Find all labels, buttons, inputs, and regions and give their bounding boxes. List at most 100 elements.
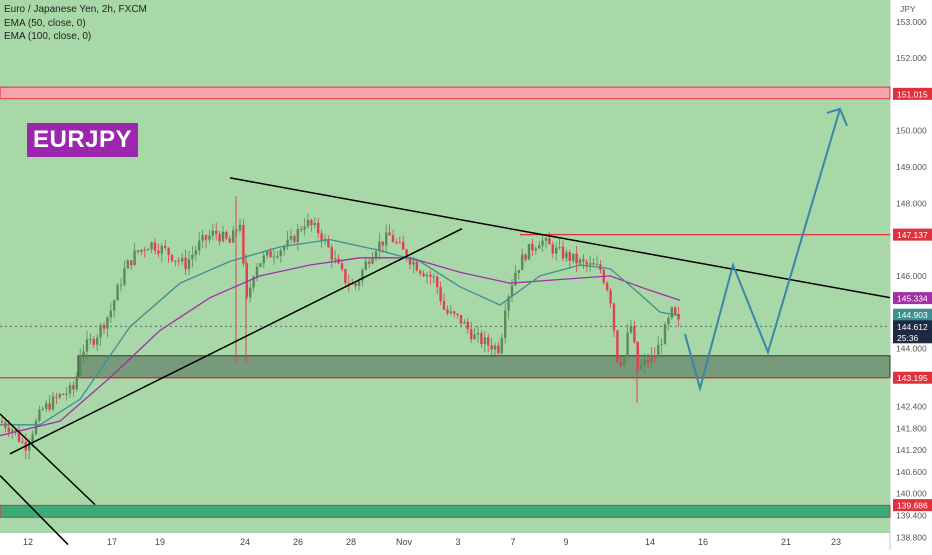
candle-body <box>225 231 228 239</box>
candle-body <box>483 337 486 345</box>
candle-body <box>663 324 667 345</box>
candle-body <box>548 238 551 245</box>
candle-body <box>572 253 575 261</box>
candle-body <box>507 296 510 311</box>
descending-trendline <box>229 177 891 299</box>
candle-body <box>442 300 446 310</box>
candle-body <box>41 408 44 410</box>
candle-body <box>347 283 350 285</box>
ascending-trendline <box>9 228 463 455</box>
candle-body <box>313 222 316 226</box>
candle-body <box>140 249 143 253</box>
candle-body <box>75 376 78 390</box>
candle-body <box>640 365 643 370</box>
y-tick-label: 144.000 <box>896 344 927 354</box>
candle-body <box>612 303 616 331</box>
candle-body <box>626 332 629 357</box>
candle-body <box>378 241 381 252</box>
x-tick-label: 7 <box>510 537 515 547</box>
candle-body <box>68 385 72 394</box>
candle-body <box>184 257 187 269</box>
candle-body <box>317 222 320 234</box>
price-label: 144.903 <box>897 310 928 320</box>
candle-body <box>497 345 500 354</box>
candle-body <box>476 333 480 335</box>
candle-body <box>289 236 293 240</box>
candle-body <box>266 251 269 256</box>
candle-body <box>412 261 415 265</box>
y-tick-label: 140.600 <box>896 467 927 477</box>
candle-body <box>466 321 469 329</box>
price-label-box <box>893 320 932 333</box>
candle-body <box>89 338 92 340</box>
candle-body <box>208 235 211 240</box>
x-tick-label: 28 <box>346 537 356 547</box>
x-tick-label: 9 <box>563 537 568 547</box>
candle-body <box>310 219 313 226</box>
candle-body <box>17 431 21 442</box>
candle-body <box>11 429 14 432</box>
ema100-legend: EMA (100, close, 0) <box>4 31 92 42</box>
candle-body <box>286 239 289 247</box>
candle-body <box>402 242 405 250</box>
ema50-line <box>0 238 681 426</box>
candle-body <box>436 276 439 288</box>
price-label: 144.612 <box>897 322 928 332</box>
candle-body <box>619 361 622 366</box>
candle-body <box>636 342 639 370</box>
y-tick-label: 141.800 <box>896 423 927 433</box>
candle-body <box>109 310 112 318</box>
candle-body <box>504 310 507 339</box>
projection-path <box>684 108 841 393</box>
candle-body <box>28 442 31 451</box>
candle-body <box>354 283 357 286</box>
candle-body <box>381 241 384 246</box>
candle-body <box>7 427 10 432</box>
candle-body <box>357 280 361 286</box>
x-tick-label: 24 <box>240 537 250 547</box>
candle-body <box>293 236 296 243</box>
candle-body <box>541 240 544 246</box>
candle-body <box>327 238 330 248</box>
price-label-box <box>893 371 932 384</box>
candle-body <box>558 246 561 248</box>
time-axis-background <box>0 533 890 550</box>
y-tick-label: 153.000 <box>896 17 927 27</box>
candle-body <box>45 403 48 409</box>
candle-body <box>408 258 412 265</box>
candle-body <box>531 243 534 251</box>
candle-body <box>371 257 374 264</box>
candle-body <box>235 230 238 232</box>
candle-body <box>565 252 568 259</box>
candle-body <box>167 247 170 255</box>
candle-body <box>480 333 483 345</box>
candle-body <box>79 355 82 377</box>
candle-body <box>92 338 95 345</box>
y-tick-label: 146.000 <box>896 271 927 281</box>
candle-body <box>204 235 208 240</box>
candle-body <box>419 270 422 274</box>
candle-body <box>276 256 279 258</box>
candle-body <box>446 309 449 314</box>
candle-body <box>106 317 109 329</box>
y-tick-label: 148.000 <box>896 198 927 208</box>
candle-body <box>113 300 116 311</box>
candle-body <box>31 434 34 443</box>
price-label-box <box>893 308 932 321</box>
candle-body <box>296 229 299 243</box>
candle-body <box>344 269 347 284</box>
candle-body <box>119 284 123 286</box>
candle-body <box>589 263 592 265</box>
candle-body <box>187 259 191 269</box>
candle-body <box>609 290 612 304</box>
candle-body <box>463 321 466 324</box>
candle-body <box>269 251 272 258</box>
candle-body <box>425 274 429 277</box>
candle-body <box>238 224 242 231</box>
x-tick-label: 26 <box>293 537 303 547</box>
candle-body <box>391 235 395 243</box>
x-tick-label: 16 <box>698 537 708 547</box>
candle-body <box>653 355 656 358</box>
